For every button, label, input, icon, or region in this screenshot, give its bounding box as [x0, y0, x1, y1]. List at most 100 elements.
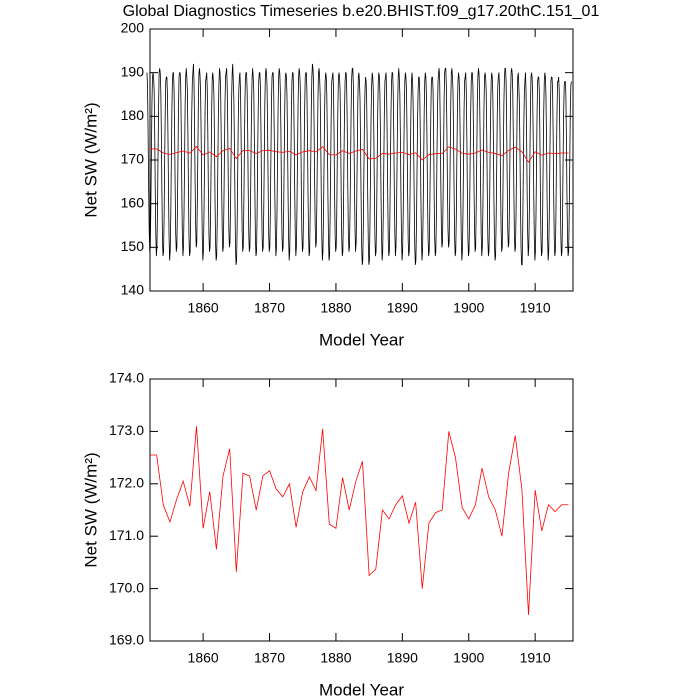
- plot-frame: [149, 378, 574, 642]
- monthly-line: [392, 68, 400, 257]
- monthly-line: [551, 76, 560, 257]
- x-tick-label: 1880: [320, 650, 351, 666]
- monthly-line: [432, 68, 440, 257]
- y-tick-label: 170.0: [109, 579, 144, 595]
- monthly-line: [485, 72, 493, 257]
- monthly-line: [299, 72, 307, 252]
- monthly-line: [239, 72, 247, 252]
- monthly-line: [173, 72, 181, 252]
- y-tick-label: 140: [121, 282, 145, 298]
- x-tick-label: 1880: [320, 300, 351, 316]
- monthly-line: [525, 72, 533, 257]
- monthly-line: [312, 68, 321, 248]
- series: [146, 63, 572, 266]
- monthly-line: [458, 72, 467, 261]
- y-axis-label: Net SW (W/m²): [81, 452, 100, 567]
- monthly-line: [558, 77, 566, 257]
- monthly-line: [378, 72, 387, 261]
- monthly-line: [544, 76, 553, 261]
- y-tick-label: 174.0: [109, 370, 144, 386]
- monthly-line: [491, 72, 500, 261]
- monthly-line: [425, 76, 433, 257]
- y-tick-label: 173.0: [109, 422, 144, 438]
- monthly-line: [418, 72, 427, 261]
- monthly-line: [159, 72, 167, 257]
- monthly-line: [199, 72, 208, 261]
- monthly-line: [445, 68, 453, 248]
- x-tick-label: 1870: [254, 650, 285, 666]
- monthly-line: [226, 63, 234, 248]
- monthly-line: [412, 76, 420, 265]
- x-tick-label: 1860: [188, 650, 219, 666]
- x-tick-label: 1900: [453, 300, 484, 316]
- monthly-line: [339, 72, 347, 257]
- monthly-line: [372, 72, 380, 257]
- monthly-line: [319, 72, 327, 261]
- monthly-line: [186, 63, 194, 257]
- y-tick-label: 170: [121, 151, 145, 167]
- monthly-line: [478, 72, 487, 257]
- y-tick-label: 160: [121, 194, 145, 210]
- y-tick-label: 200: [121, 20, 145, 36]
- monthly-line: [471, 68, 480, 252]
- monthly-line: [286, 72, 294, 261]
- monthly-line: [518, 72, 526, 266]
- monthly-line: [438, 67, 446, 248]
- monthly-line: [498, 67, 506, 252]
- monthly-line: [193, 63, 201, 248]
- monthly-line: [345, 67, 353, 252]
- monthly-line: [153, 68, 161, 257]
- monthly-line: [252, 72, 260, 257]
- monthly-line: [212, 68, 221, 261]
- x-tick-label: 1890: [387, 650, 418, 666]
- monthly-line: [219, 68, 228, 252]
- x-axis-label: Model Year: [319, 330, 404, 349]
- monthly-line: [166, 72, 174, 261]
- monthly-line: [511, 72, 520, 252]
- monthly-line: [292, 68, 301, 257]
- x-tick-label: 1910: [520, 650, 551, 666]
- monthly-line: [332, 72, 340, 252]
- monthly-line: [452, 72, 460, 257]
- monthly-line: [146, 72, 154, 252]
- monthly-line: [398, 72, 407, 261]
- y-tick-label: 150: [121, 238, 145, 254]
- monthly-line: [564, 81, 572, 257]
- monthly-line: [365, 72, 374, 265]
- y-tick-label: 169.0: [109, 632, 144, 648]
- monthly-line: [266, 72, 274, 252]
- series: [150, 145, 569, 163]
- y-tick-label: 180: [121, 107, 145, 123]
- chart-title: Global Diagnostics Timeseries b.e20.BHIS…: [123, 3, 600, 20]
- series-line: [150, 145, 569, 163]
- y-axis-label: Net SW (W/m²): [81, 102, 100, 217]
- monthly-line: [206, 72, 214, 252]
- x-tick-label: 1900: [453, 650, 484, 666]
- x-tick-label: 1870: [254, 300, 285, 316]
- monthly-line: [179, 68, 188, 257]
- monthly-line: [246, 68, 254, 252]
- x-axis-label: Model Year: [319, 680, 404, 699]
- series-line: [150, 426, 569, 615]
- monthly-line: [385, 72, 393, 257]
- monthly-line: [272, 68, 281, 257]
- x-tick-label: 1860: [188, 300, 219, 316]
- monthly-line: [538, 72, 546, 257]
- monthly-line: [305, 63, 314, 257]
- monthly-line: [531, 76, 539, 261]
- monthly-line: [279, 72, 287, 252]
- y-tick-label: 172.0: [109, 475, 144, 491]
- monthly-line: [352, 68, 360, 252]
- x-tick-label: 1890: [387, 300, 418, 316]
- x-tick-label: 1910: [520, 300, 551, 316]
- monthly-line: [259, 68, 267, 252]
- monthly-line: [232, 72, 241, 265]
- monthly-line: [405, 72, 413, 257]
- monthly-line: [505, 68, 513, 248]
- monthly-line: [359, 76, 367, 265]
- series: [150, 426, 569, 615]
- monthly-line: [325, 72, 334, 261]
- y-tick-label: 190: [121, 63, 145, 79]
- y-tick-label: 171.0: [109, 527, 144, 543]
